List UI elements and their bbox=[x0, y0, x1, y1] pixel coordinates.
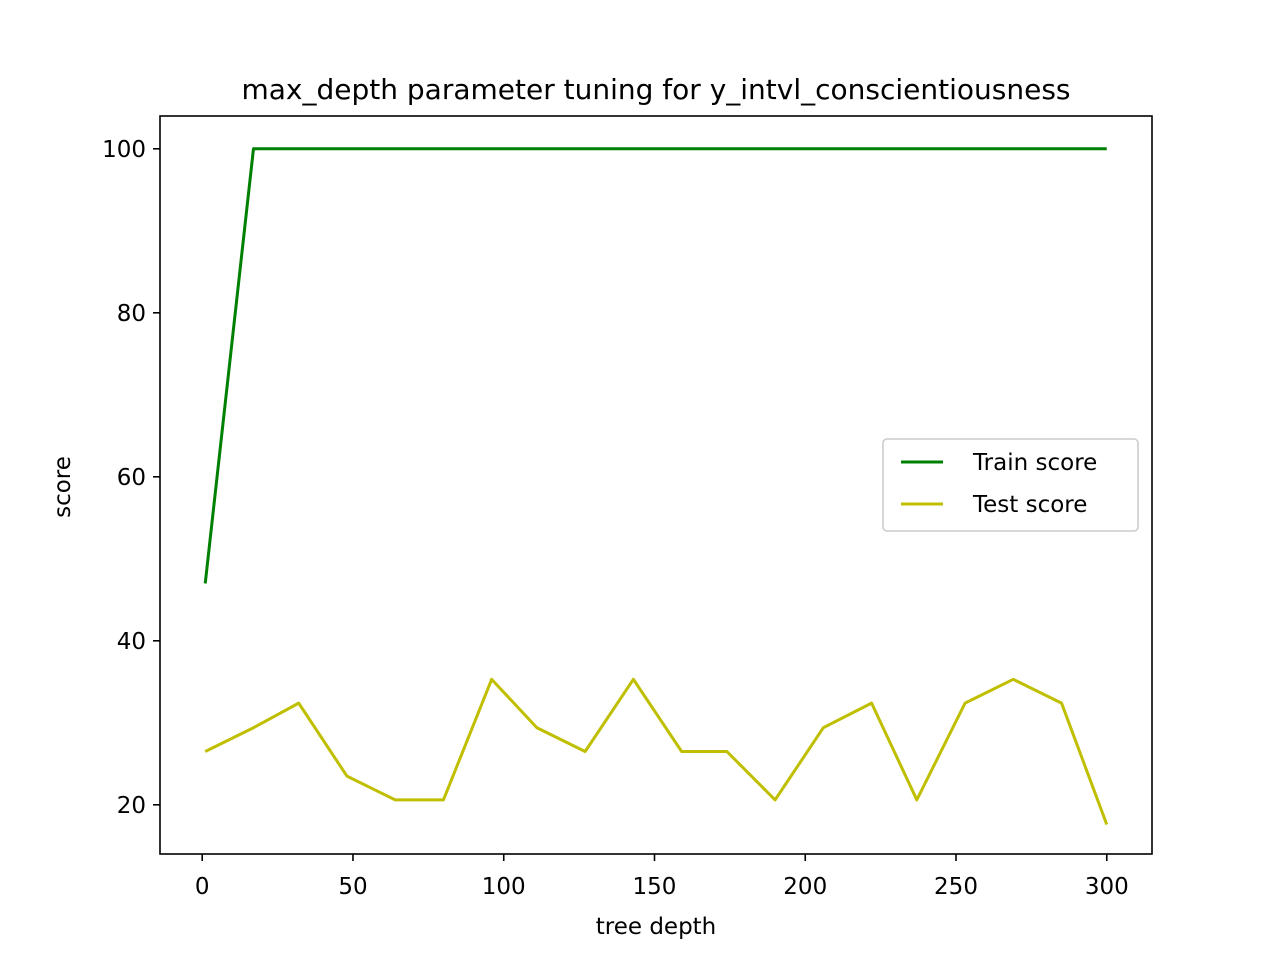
data-point-test-score bbox=[442, 798, 445, 801]
x-tick-label: 0 bbox=[195, 874, 210, 900]
x-tick-label: 300 bbox=[1085, 874, 1129, 900]
y-tick-label: 60 bbox=[117, 465, 146, 491]
data-point-test-score bbox=[774, 798, 777, 801]
data-point-test-score bbox=[297, 702, 300, 705]
data-point-test-score bbox=[964, 702, 967, 705]
y-tick-label: 40 bbox=[117, 629, 146, 655]
y-tick-label: 20 bbox=[117, 793, 146, 819]
data-point-train-score bbox=[774, 147, 777, 150]
data-point-train-score bbox=[725, 147, 728, 150]
data-point-train-score bbox=[204, 582, 207, 585]
x-tick-label: 200 bbox=[783, 874, 827, 900]
data-point-test-score bbox=[822, 726, 825, 729]
data-point-test-score bbox=[915, 798, 918, 801]
data-point-test-score bbox=[204, 750, 207, 753]
data-point-test-score bbox=[252, 726, 255, 729]
data-point-train-score bbox=[490, 147, 493, 150]
data-point-test-score bbox=[1012, 678, 1015, 681]
data-point-train-score bbox=[252, 147, 255, 150]
plot-frame bbox=[159, 115, 1153, 855]
data-point-test-score bbox=[632, 678, 635, 681]
data-point-test-score bbox=[345, 775, 348, 778]
data-point-train-score bbox=[1105, 147, 1108, 150]
y-axis-ticks: 20 40 60 80 100 bbox=[102, 137, 160, 819]
data-point-train-score bbox=[680, 147, 683, 150]
data-point-test-score bbox=[1060, 702, 1063, 705]
data-point-train-score bbox=[870, 147, 873, 150]
x-tick-label: 250 bbox=[934, 874, 978, 900]
data-point-test-score bbox=[870, 702, 873, 705]
data-point-test-score bbox=[490, 678, 493, 681]
data-point-train-score bbox=[297, 147, 300, 150]
data-point-train-score bbox=[1012, 147, 1015, 150]
x-tick-label: 100 bbox=[482, 874, 526, 900]
y-axis-label: score bbox=[50, 456, 76, 518]
data-point-test-score bbox=[535, 726, 538, 729]
data-point-train-score bbox=[584, 147, 587, 150]
data-point-train-score bbox=[1060, 147, 1063, 150]
legend-frame bbox=[882, 438, 1139, 532]
data-point-test-score bbox=[725, 750, 728, 753]
data-point-train-score bbox=[442, 147, 445, 150]
legend-label-test: Test score bbox=[972, 492, 1087, 518]
data-point-test-score bbox=[680, 750, 683, 753]
x-axis-ticks: 0 50 100 150 200 250 300 bbox=[195, 854, 1129, 900]
data-point-test-score bbox=[394, 798, 397, 801]
data-point-test-score bbox=[1105, 823, 1108, 826]
legend: Train score Test score bbox=[882, 438, 1139, 532]
data-point-train-score bbox=[964, 147, 967, 150]
x-axis-label: tree depth bbox=[596, 914, 717, 940]
data-point-train-score bbox=[535, 147, 538, 150]
data-point-train-score bbox=[394, 147, 397, 150]
legend-label-train: Train score bbox=[972, 450, 1097, 476]
chart-title: max_depth parameter tuning for y_intvl_c… bbox=[242, 73, 1071, 106]
series-layer bbox=[203, 147, 1109, 826]
data-point-train-score bbox=[345, 147, 348, 150]
series-line-test-score bbox=[204, 677, 1109, 826]
data-point-train-score bbox=[822, 147, 825, 150]
data-point-test-score bbox=[584, 750, 587, 753]
x-tick-label: 50 bbox=[338, 874, 367, 900]
data-point-train-score bbox=[915, 147, 918, 150]
y-tick-label: 100 bbox=[102, 137, 146, 163]
series-line-train-score bbox=[203, 147, 1107, 584]
data-point-train-score bbox=[632, 147, 635, 150]
x-tick-label: 150 bbox=[633, 874, 677, 900]
y-tick-label: 80 bbox=[117, 301, 146, 327]
